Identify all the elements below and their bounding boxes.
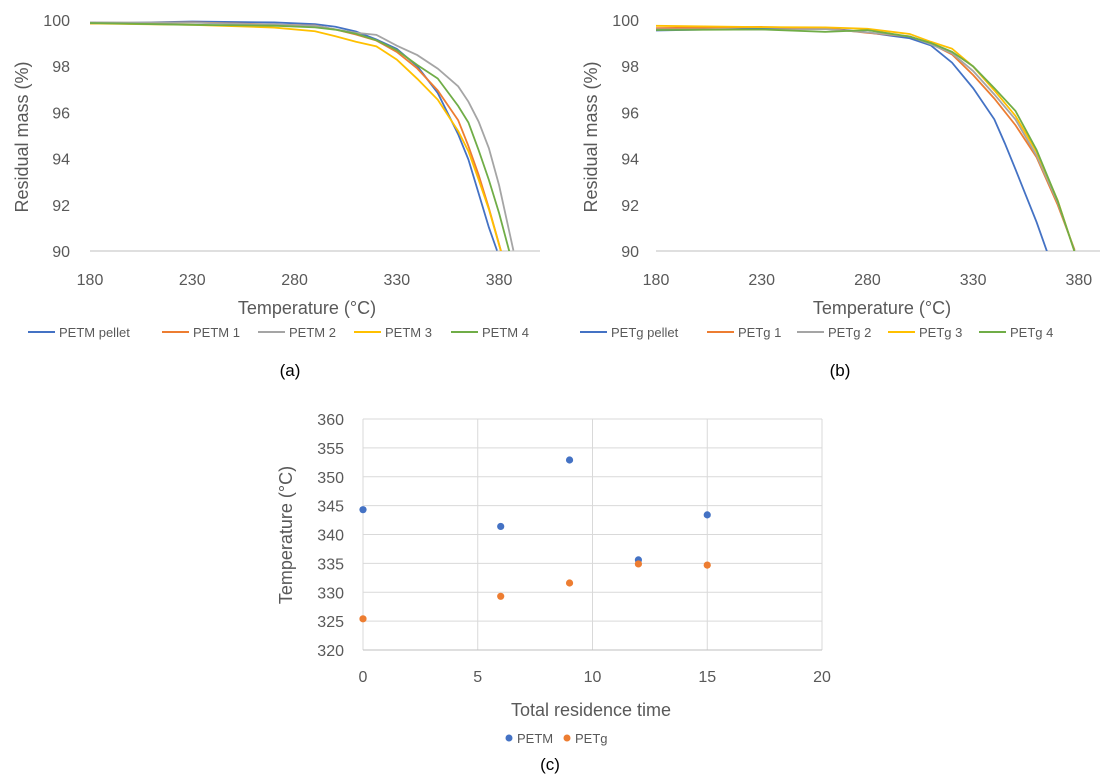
x-tick-label: 15	[698, 669, 716, 686]
series-line-petm-4	[90, 22, 511, 251]
panel-label: (a)	[280, 361, 301, 380]
series-line-petm-2	[90, 21, 515, 251]
y-tick-label: 360	[317, 412, 344, 429]
y-tick-label: 100	[43, 13, 70, 30]
y-tick-label: 98	[52, 59, 70, 76]
legend-label: PETg	[575, 731, 608, 746]
y-tick-label: 96	[52, 105, 70, 122]
data-point-petg	[565, 579, 574, 587]
series-line-petg-pellet	[656, 26, 1048, 251]
x-tick-label: 330	[960, 272, 987, 289]
legend-label: PETg 2	[828, 325, 871, 340]
panel-label: (c)	[540, 755, 560, 774]
y-tick-label: 355	[317, 441, 344, 458]
legend-label: PETg 4	[1010, 325, 1053, 340]
legend-label: PETg 3	[919, 325, 962, 340]
legend-label: PETM 4	[482, 325, 529, 340]
y-tick-label: 92	[52, 198, 70, 215]
y-tick-label: 320	[317, 643, 344, 660]
legend-marker	[563, 734, 571, 742]
legend-label: PETM 3	[385, 325, 432, 340]
y-axis-title: Residual mass (%)	[12, 61, 32, 212]
legend-label: PETg 1	[738, 325, 781, 340]
legend-label: PETM 1	[193, 325, 240, 340]
legend-label: PETg pellet	[611, 325, 679, 340]
x-tick-label: 180	[77, 272, 104, 289]
x-tick-label: 5	[473, 669, 482, 686]
chart-panel-3: 0 5 10 15 20 320 325 330 335 340 345 350 355 360 Total…	[276, 412, 831, 774]
y-tick-label: 340	[317, 528, 344, 545]
y-tick-label: 96	[621, 105, 639, 122]
y-tick-label: 98	[621, 59, 639, 76]
series-line-petm-3	[90, 22, 502, 251]
y-tick-label: 350	[317, 470, 344, 487]
data-point-petm	[359, 506, 367, 514]
x-tick-label: 180	[643, 272, 670, 289]
legend-marker	[505, 734, 513, 742]
series-line-petg-2	[656, 28, 1076, 251]
x-tick-label: 280	[281, 272, 308, 289]
y-axis-title: Residual mass (%)	[581, 61, 601, 212]
chart-panel-2: 180 230 280 330 380 90 92 94 96 98 100 Temperature …	[580, 13, 1100, 380]
panel-label: (b)	[830, 361, 851, 380]
series-line-petm-1	[90, 21, 502, 251]
data-point-petg	[497, 592, 505, 600]
x-tick-label: 10	[584, 669, 602, 686]
data-point-petm	[497, 522, 505, 531]
legend-label: PETM pellet	[59, 325, 130, 340]
y-tick-label: 325	[317, 614, 344, 631]
legend-label: PETM 2	[289, 325, 336, 340]
series-line-petm-pellet	[90, 20, 498, 251]
y-tick-label: 335	[317, 556, 344, 573]
y-tick-label: 94	[621, 152, 639, 169]
x-axis-title: Temperature (°C)	[238, 298, 376, 318]
series-line-petg-1	[656, 26, 1076, 251]
x-axis-title: Total residence time	[511, 700, 671, 720]
data-point-petm	[703, 511, 711, 519]
x-tick-label: 380	[1066, 272, 1093, 289]
x-tick-label: 230	[179, 272, 206, 289]
y-tick-label: 92	[621, 198, 639, 215]
data-point-petm	[565, 456, 574, 464]
x-tick-label: 0	[359, 669, 368, 686]
y-tick-label: 90	[621, 244, 639, 261]
chart-panel-1: 180 230 280 330 380 90 92 94 96 98 100 Temperature …	[12, 13, 540, 380]
y-tick-label: 90	[52, 244, 70, 261]
data-point-petg	[634, 560, 643, 568]
y-tick-label: 330	[317, 585, 344, 602]
x-tick-label: 20	[813, 669, 831, 686]
x-tick-label: 380	[486, 272, 513, 289]
data-point-petg	[703, 561, 711, 569]
x-tick-label: 280	[854, 272, 881, 289]
series-line-petg-4	[656, 28, 1076, 251]
y-tick-label: 94	[52, 152, 70, 169]
legend-label: PETM	[517, 731, 553, 746]
x-tick-label: 230	[748, 272, 775, 289]
x-axis-title: Temperature (°C)	[813, 298, 951, 318]
series-line-petg-3	[656, 24, 1076, 251]
y-axis-title: Temperature (°C)	[276, 466, 296, 604]
y-tick-label: 100	[612, 13, 639, 30]
y-tick-label: 345	[317, 499, 344, 516]
x-tick-label: 330	[383, 272, 410, 289]
data-point-petg	[359, 615, 367, 623]
